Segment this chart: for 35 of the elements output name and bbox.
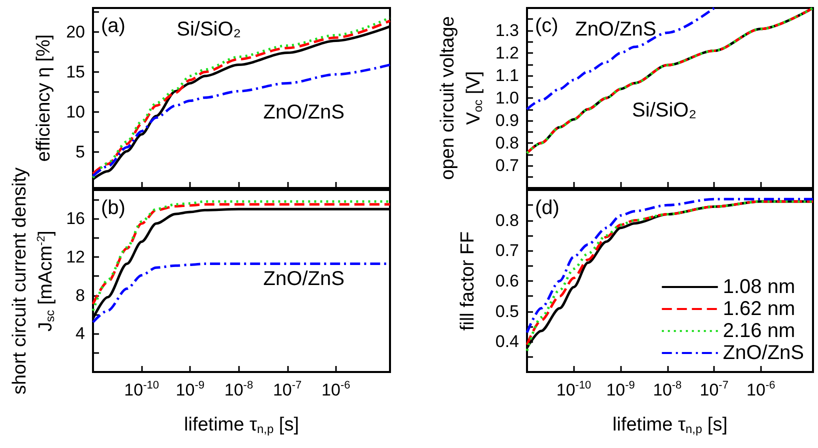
- y-tick-label: 10: [66, 102, 85, 122]
- y-tick-label: 1.0: [495, 88, 519, 108]
- y-tick-label: 1.3: [495, 21, 519, 40]
- y-tick-label: 0.6: [495, 272, 519, 290]
- legend-label: 1.08 nm: [722, 276, 796, 298]
- y-tick-label: 0.4: [495, 332, 519, 352]
- annotation: ZnO/ZnS: [263, 101, 344, 124]
- y-tick-label: 0.8: [495, 210, 519, 230]
- y-tick-label: 0.5: [495, 302, 519, 321]
- y-tick-label: 4: [76, 324, 85, 344]
- y-tick-label: 0.7: [495, 241, 519, 260]
- legend-label: 1.62 nm: [722, 298, 796, 320]
- legend-label: 2.16 nm: [722, 320, 796, 342]
- annotation: ZnO/ZnS: [263, 268, 344, 290]
- annotation: (d): [535, 197, 560, 219]
- y-tick-label: 1.2: [495, 44, 519, 62]
- annotation: Si/SiO₂: [176, 18, 242, 41]
- y-tick-label: 0.7: [495, 156, 519, 175]
- y-axis-title: efficiency η [%]: [34, 34, 54, 162]
- y-tick-label: 1.1: [495, 66, 519, 85]
- legend-label: ZnO/ZnS: [722, 342, 804, 364]
- annotation: (b): [101, 197, 126, 219]
- y-tick-label: 16: [66, 209, 85, 228]
- annotation: ZnO/ZnS: [575, 18, 656, 41]
- y-tick-label: 0.9: [495, 111, 519, 130]
- y-tick-label: 5: [76, 142, 85, 162]
- y-tick-label: 0.8: [495, 134, 519, 152]
- y-axis-title: fill factor FF: [458, 231, 478, 331]
- y-tick-label: 20: [66, 22, 85, 42]
- y-tick-label: 15: [66, 62, 85, 82]
- y-tick-label: 12: [66, 248, 85, 267]
- y-tick-label: 8: [76, 286, 85, 305]
- annotation: (a): [101, 15, 126, 37]
- annotation: (c): [535, 15, 558, 37]
- annotation: Si/SiO₂: [632, 100, 697, 122]
